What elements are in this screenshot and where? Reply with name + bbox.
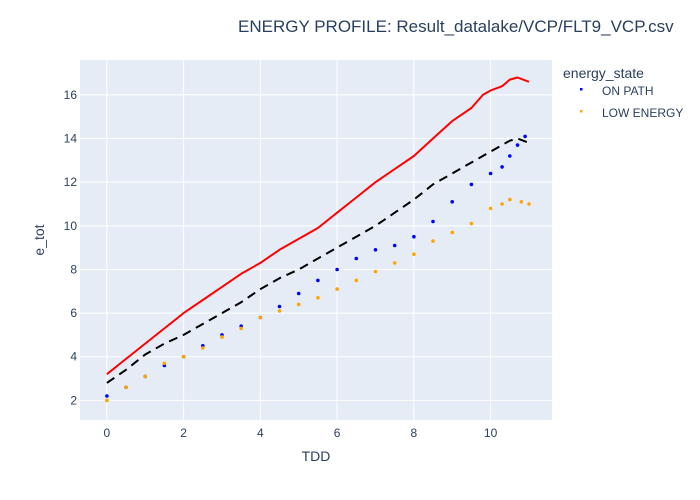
data-point — [523, 134, 527, 139]
data-point — [488, 171, 493, 176]
y-tick-label: 14 — [64, 132, 78, 146]
series-1 — [105, 197, 531, 403]
data-point — [508, 154, 512, 158]
data-point — [316, 296, 320, 300]
x-axis-ticks: 0 2 4 6 8 10 — [104, 426, 498, 440]
data-point — [500, 202, 504, 206]
y-tick-label: 6 — [70, 306, 77, 320]
data-point — [450, 200, 455, 204]
data-point — [258, 315, 263, 320]
data-point — [105, 398, 109, 403]
y-tick-label: 16 — [64, 88, 78, 102]
data-point — [488, 206, 493, 211]
data-point — [296, 291, 301, 296]
series-2 — [106, 76, 530, 375]
series-layer — [105, 76, 531, 403]
data-point — [201, 346, 205, 350]
data-point — [277, 304, 282, 309]
y-tick-label: 10 — [64, 219, 78, 233]
y-axis-ticks: 2 4 6 8 10 12 14 16 — [64, 88, 78, 407]
y-tick-label: 8 — [70, 262, 77, 276]
data-point — [220, 335, 224, 339]
legend-label-low-energy: LOW ENERGY — [602, 106, 683, 120]
legend-label-on-path: ON PATH — [602, 84, 654, 98]
legend[interactable]: energy_state ON PATH LOW ENERGY — [563, 65, 683, 120]
series-line — [106, 137, 530, 384]
x-tick-label: 4 — [257, 426, 264, 440]
chart-title: ENERGY PROFILE: Result_datalake/VCP/FLT9… — [238, 17, 674, 36]
data-point — [412, 252, 416, 256]
x-axis-title: TDD — [302, 448, 331, 464]
data-point — [335, 267, 339, 272]
y-tick-label: 4 — [70, 350, 77, 364]
series-line — [106, 76, 530, 375]
legend-marker-on-path — [580, 88, 583, 91]
data-point — [105, 394, 109, 398]
y-tick-label: 2 — [70, 393, 77, 407]
data-point — [296, 302, 301, 307]
data-point — [354, 278, 359, 283]
data-point — [519, 200, 524, 204]
data-point — [354, 256, 359, 261]
data-point — [515, 143, 520, 147]
data-point — [392, 261, 397, 265]
plot-area — [80, 60, 552, 420]
legend-title: energy_state — [563, 65, 644, 81]
data-point — [469, 182, 474, 187]
y-tick-label: 12 — [64, 175, 78, 189]
data-point — [527, 202, 531, 206]
legend-item-on-path[interactable]: ON PATH — [580, 84, 654, 98]
legend-item-low-energy[interactable]: LOW ENERGY — [580, 106, 683, 120]
data-point — [412, 234, 416, 239]
data-point — [277, 309, 282, 313]
x-tick-label: 6 — [334, 426, 341, 440]
data-point — [450, 230, 455, 235]
data-point — [181, 354, 186, 359]
data-point — [392, 243, 397, 248]
data-point — [335, 287, 339, 291]
data-point — [500, 165, 504, 169]
data-point — [373, 248, 378, 252]
data-point — [162, 361, 167, 366]
x-tick-label: 2 — [180, 426, 187, 440]
data-point — [431, 219, 435, 224]
data-point — [469, 221, 474, 226]
x-tick-label: 10 — [484, 426, 498, 440]
series-3 — [106, 137, 530, 384]
y-axis-title: e_tot — [31, 224, 47, 255]
data-point — [316, 278, 320, 283]
data-point — [373, 269, 378, 274]
data-point — [431, 239, 435, 243]
data-point — [239, 326, 243, 331]
data-point — [143, 374, 147, 379]
legend-marker-low-energy — [580, 110, 583, 113]
data-point — [124, 385, 128, 390]
x-tick-label: 0 — [104, 426, 111, 440]
x-tick-label: 8 — [411, 426, 418, 440]
gridlines — [80, 60, 552, 420]
data-point — [508, 197, 512, 202]
